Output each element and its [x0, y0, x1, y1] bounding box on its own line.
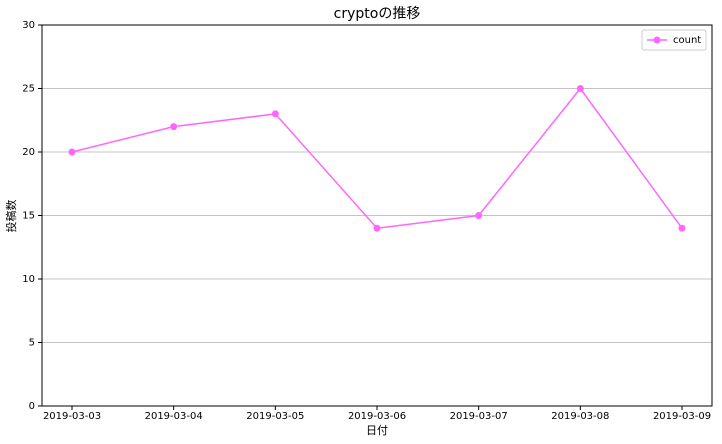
- legend-marker: [653, 36, 661, 44]
- point: [271, 110, 279, 118]
- point: [170, 123, 178, 131]
- point: [576, 85, 584, 92]
- x-tick-label: 2019-03-07: [450, 411, 508, 422]
- y-tick-label: 0: [29, 401, 35, 412]
- point: [678, 224, 686, 232]
- x-tick-label: 2019-03-08: [551, 411, 609, 422]
- plot-frame: [41, 24, 713, 407]
- y-tick-label: 30: [22, 20, 35, 31]
- y-tick-label: 20: [22, 147, 35, 158]
- y-tick-label: 5: [29, 338, 35, 349]
- point: [373, 224, 381, 232]
- y-tick-label: 25: [22, 84, 35, 95]
- x-tick-label: 2019-03-04: [145, 411, 203, 422]
- y-tick-label: 15: [22, 211, 35, 222]
- legend-box: [641, 29, 707, 51]
- line: [71, 87, 683, 229]
- x-tick-label: 2019-03-09: [653, 411, 711, 422]
- x-tick-label: 2019-03-05: [246, 411, 304, 422]
- legend-label: count: [673, 35, 701, 46]
- point: [475, 212, 483, 219]
- y-tick-label: 10: [22, 274, 35, 285]
- point: [68, 148, 76, 156]
- chart-title: cryptoの推移: [334, 6, 421, 22]
- y-axis-label: 投稿数: [4, 200, 18, 233]
- x-tick-label: 2019-03-06: [348, 411, 406, 422]
- x-axis-label: 日付: [366, 424, 388, 437]
- x-tick-label: 2019-03-03: [43, 411, 101, 422]
